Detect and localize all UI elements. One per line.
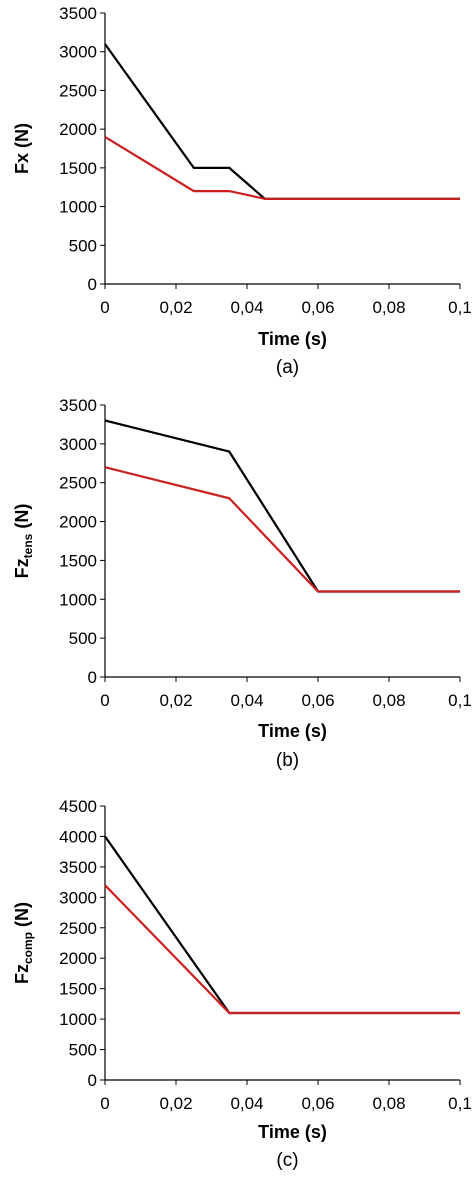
x-axis-title: Time (s): [258, 721, 327, 741]
y-tick-label: 1000: [59, 590, 97, 609]
series-line-red: [104, 135, 460, 200]
y-tick-label: 2500: [59, 919, 97, 938]
y-axis-title-unit: (N): [12, 902, 32, 932]
x-tick-label: 0,06: [301, 298, 334, 317]
x-tick-label: 0,02: [159, 1094, 192, 1113]
x-tick-label: 0: [100, 298, 109, 317]
panel-caption: (b): [276, 750, 299, 771]
y-tick-label: 500: [69, 629, 97, 648]
chart-panel-2: 0 500 1000 1500 2000 2500 3000 3500 0 0,02 0,04 0,0…: [12, 396, 472, 771]
x-tick-label: 0: [100, 691, 109, 710]
x-tick-label: 0,04: [230, 691, 263, 710]
x-tick-label: 0,04: [230, 1094, 263, 1113]
x-tick-label: 0,08: [372, 1094, 405, 1113]
y-tick-label: 2000: [59, 513, 97, 532]
y-tick-label: 0: [88, 1071, 97, 1090]
y-axis-title: Fzcomp (N): [12, 902, 35, 984]
y-tick-label: 2000: [59, 949, 97, 968]
y-axis-title: Fx (N): [12, 123, 32, 174]
x-tick-label: 0,1: [448, 298, 472, 317]
x-tick-label: 0,08: [372, 298, 405, 317]
x-tick-label: 0,1: [448, 691, 472, 710]
y-tick-label: 0: [88, 668, 97, 687]
y-tick-label: 1000: [59, 1010, 97, 1029]
y-tick-label: 500: [69, 1041, 97, 1060]
y-tick-label: 2500: [59, 474, 97, 493]
x-tick-label: 0,08: [372, 691, 405, 710]
panel-caption: (a): [276, 357, 299, 378]
x-axis-title: Time (s): [258, 329, 327, 349]
y-tick-label: 3500: [59, 4, 97, 23]
y-tick-label: 3000: [59, 435, 97, 454]
y-axis-title-main: Fx (N): [12, 123, 32, 174]
y-tick-label: 3000: [59, 43, 97, 62]
y-tick-label: 3500: [59, 396, 97, 415]
x-tick-label: 0,02: [159, 691, 192, 710]
y-tick-label: 2000: [59, 120, 97, 139]
y-axis-title-unit: (N): [12, 504, 32, 534]
y-axis-title-main: Fz: [12, 558, 32, 578]
x-tick-label: 0,06: [301, 1094, 334, 1113]
chart-panel-1: 0 500 1000 1500 2000 2500 3000 3500 0 0,02 0,04 0,0…: [12, 4, 472, 378]
x-tick-label: 0,1: [448, 1094, 472, 1113]
y-tick-label: 1500: [59, 551, 97, 570]
y-tick-label: 3000: [59, 888, 97, 907]
series-line-black: [104, 419, 460, 593]
y-axis-title-main: Fz: [12, 964, 32, 984]
y-tick-label: 500: [69, 236, 97, 255]
y-tick-label: 4500: [59, 797, 97, 816]
x-tick-label: 0,02: [159, 298, 192, 317]
y-axis-title-subscript: tens: [21, 533, 35, 558]
y-tick-label: 4000: [59, 827, 97, 846]
x-tick-label: 0,06: [301, 691, 334, 710]
y-tick-label: 1000: [59, 198, 97, 217]
series-line-black: [104, 835, 460, 1015]
series-line-red: [104, 466, 460, 593]
y-tick-label: 3500: [59, 858, 97, 877]
y-tick-label: 1500: [59, 159, 97, 178]
y-axis-title: Fztens (N): [12, 504, 35, 579]
y-tick-label: 2500: [59, 81, 97, 100]
panel-caption: (c): [276, 1150, 298, 1171]
chart-panel-3: 0 500 1000 1500 2000 2500 3000 3500 4000 4500 0 0,0…: [12, 797, 472, 1171]
y-tick-label: 1500: [59, 980, 97, 999]
x-axis-title: Time (s): [258, 1122, 327, 1142]
series-line-red: [104, 884, 460, 1015]
series-line-black: [104, 43, 460, 200]
y-tick-label: 0: [88, 275, 97, 294]
x-tick-label: 0: [100, 1094, 109, 1113]
y-axis-title-subscript: comp: [21, 932, 35, 964]
x-tick-label: 0,04: [230, 298, 263, 317]
